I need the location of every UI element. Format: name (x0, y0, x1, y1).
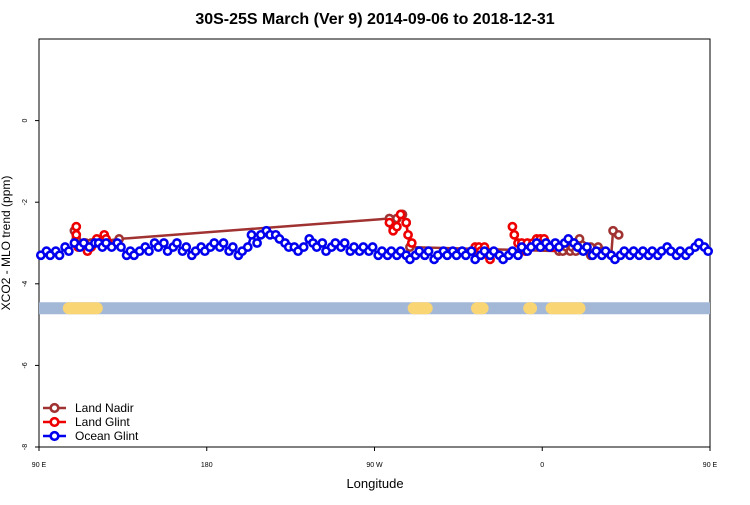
ocean-glint-point (513, 250, 523, 261)
x-tick-label: 90 W (366, 462, 383, 469)
y-tick-label: -6 (22, 362, 29, 368)
ocean-glint-point (116, 242, 126, 252)
ocean-glint-point (227, 242, 238, 252)
land-glint-point (507, 221, 518, 232)
land-glint-point (406, 238, 417, 248)
land-glint-point (401, 217, 412, 228)
ocean-glint-point (582, 242, 592, 252)
legend-marker-ocean-glint (49, 430, 60, 442)
x-tick-label: 90 E (703, 462, 718, 469)
ocean-glint-point (181, 242, 192, 252)
legend-marker-land-glint (49, 416, 60, 428)
x-tick-label: 180 (201, 462, 213, 469)
y-tick-label: -2 (22, 199, 29, 205)
ocean-glint-point (466, 246, 477, 257)
ocean-glint-point (317, 238, 328, 248)
land-glint-point (403, 229, 413, 240)
x-tick-label: 90 E (32, 462, 47, 469)
y-axis-label: XCO2 - MLO trend (ppm) (0, 176, 13, 311)
chart-title: 30S-25S March (Ver 9) 2014-09-06 to 2018… (195, 11, 554, 28)
legend-label-ocean-glint: Ocean Glint (75, 429, 139, 443)
land-glint-point (391, 221, 402, 232)
ocean-glint-point (298, 242, 309, 252)
land-glint-point (395, 209, 406, 220)
legend-label-land-glint: Land Glint (75, 415, 130, 429)
x-axis: 90 E 180 90 W 0 90 E (32, 447, 718, 469)
ocean-glint-point (172, 238, 182, 248)
legend-marker-land-nadir (49, 402, 60, 414)
ocean-glint-point (54, 250, 65, 261)
legend-label-land-nadir: Land Nadir (75, 401, 134, 415)
y-axis: 0 -2 -4 -6 -8 (22, 119, 39, 450)
ocean-glint-point (144, 246, 154, 257)
x-tick-label: 0 (540, 462, 544, 469)
land-nadir-point (613, 229, 624, 240)
series-layer (35, 209, 714, 265)
land-glint-point (71, 221, 82, 232)
ocean-glint-point (158, 238, 169, 248)
land-glint-point (71, 229, 82, 240)
ocean-glint-point (367, 242, 378, 252)
y-tick-label: -4 (22, 281, 29, 287)
ocean-glint-point (423, 246, 434, 257)
ocean-glint-point (63, 246, 74, 257)
ocean-glint-point (703, 246, 714, 257)
ocean-glint-point (339, 238, 350, 248)
ocean-glint-point (246, 229, 257, 240)
land-glint-point (384, 217, 395, 228)
y-tick-label: -8 (22, 444, 29, 450)
ocean-glint-point (252, 238, 262, 248)
land-glint-point (509, 229, 520, 240)
ocean-glint-point (218, 238, 229, 248)
y-tick-label: 0 (22, 119, 29, 123)
ocean-glint-point (242, 242, 253, 252)
x-axis-label: Longitude (346, 476, 403, 491)
